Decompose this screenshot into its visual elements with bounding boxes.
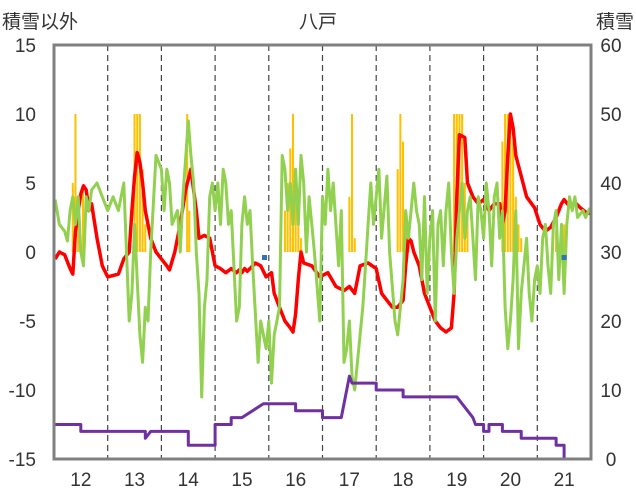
y-left-axis-label: 積雪以外	[2, 11, 78, 33]
precipitation-bar-7	[141, 169, 144, 252]
precipitation-bar-5	[136, 114, 139, 252]
precipitation-bar-12	[286, 183, 289, 252]
y-right-tick-1: 50	[600, 105, 621, 126]
precipitation-bar-36	[512, 141, 515, 252]
y-left-tick-0: 15	[15, 36, 36, 57]
y-left-tick-3: 0	[25, 243, 36, 264]
x-tick-4: 16	[285, 470, 306, 491]
precipitation-bar-20	[353, 238, 356, 252]
x-tick-9: 21	[554, 470, 575, 491]
y-left-tick-4: -5	[19, 312, 36, 333]
x-tick-2: 14	[178, 470, 200, 491]
precipitation-bar-31	[466, 210, 469, 252]
precipitation-bar-18	[348, 196, 351, 252]
precipitation-bar-22	[399, 114, 402, 252]
markers	[262, 255, 567, 261]
chart-title: 八戸	[299, 11, 337, 33]
y-left-tick-2: 5	[25, 174, 36, 195]
precipitation-bar-3	[81, 189, 85, 252]
x-tick-0: 12	[70, 470, 91, 491]
precipitation-bar-23	[402, 141, 405, 252]
precipitation-bar-38	[517, 224, 520, 252]
precipitation-bar-8	[144, 224, 147, 252]
precipitation-bar-28	[458, 114, 461, 252]
x-tick-5: 17	[339, 470, 360, 491]
precipitation-bar-15	[294, 169, 297, 252]
precipitation-bar-10	[188, 210, 191, 252]
y-right-tick-2: 40	[600, 174, 621, 195]
series-lines	[53, 112, 592, 461]
y-right-tick-6: 0	[606, 450, 617, 471]
precipitation-bar-6	[138, 114, 141, 252]
y-right-ticks: 60 50 40 30 20 10 0	[600, 36, 621, 471]
precipitation-bar-19	[351, 114, 354, 252]
precipitation-bar-0	[71, 183, 74, 252]
y-left-tick-6: -15	[9, 450, 36, 471]
y-left-tick-1: 10	[15, 105, 36, 126]
precipitation-bar-42	[563, 224, 566, 252]
precipitation-bar-26	[453, 114, 456, 252]
humidity_like-line	[53, 119, 592, 399]
x-tick-8: 20	[500, 470, 521, 491]
x-tick-7: 19	[446, 470, 467, 491]
y-right-tick-3: 30	[600, 243, 621, 264]
precipitation-bar-14	[291, 114, 294, 252]
x-tick-6: 18	[392, 470, 413, 491]
x-tick-1: 13	[124, 470, 145, 491]
y-right-tick-4: 20	[600, 312, 621, 333]
x-tick-3: 15	[231, 470, 252, 491]
marker-0	[262, 255, 268, 261]
precipitation-bar-21	[396, 169, 399, 252]
precipitation-bar-35	[509, 114, 512, 252]
precipitation-bar-32	[501, 141, 504, 252]
y-right-tick-0: 60	[600, 36, 621, 57]
marker-1	[561, 255, 567, 261]
plot-frame	[52, 43, 593, 461]
y-right-tick-5: 10	[600, 381, 621, 402]
precipitation-bar-16	[297, 224, 300, 252]
y-right-axis-label: 積雪	[596, 11, 634, 33]
precipitation-bar-39	[520, 238, 523, 252]
snow_depth-line	[55, 374, 590, 461]
precipitation-bar-11	[283, 210, 286, 252]
precipitation-bar-1	[74, 114, 77, 252]
y-left-tick-5: -10	[9, 381, 36, 402]
precipitation-bar-17	[299, 238, 303, 252]
x-ticks: 12 13 14 15 16 17 18 19 20 21	[70, 470, 574, 491]
y-left-ticks: 15 10 5 0 -5 -10 -15	[9, 36, 36, 471]
precipitation-bar-2	[77, 224, 80, 252]
